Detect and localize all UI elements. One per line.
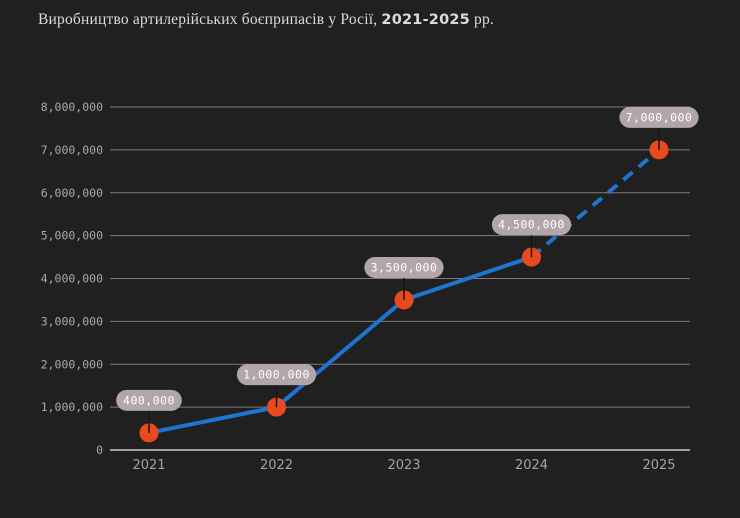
data-label-text: 7,000,000 bbox=[626, 110, 693, 124]
y-tick-label: 5,000,000 bbox=[41, 229, 103, 243]
y-tick-label: 2,000,000 bbox=[41, 357, 103, 371]
x-tick-label: 2024 bbox=[515, 458, 548, 473]
series-line-solid bbox=[147, 255, 534, 435]
gridlines-layer bbox=[110, 106, 690, 451]
x-tick-label: 2022 bbox=[260, 458, 293, 473]
chart-title: Виробництво артилерійських боєприпасів у… bbox=[38, 11, 494, 29]
y-tick-label: 8,000,000 bbox=[41, 100, 103, 114]
data-label-text: 4,500,000 bbox=[498, 218, 565, 232]
data-label-text: 3,500,000 bbox=[371, 260, 438, 274]
data-label-pill bbox=[491, 214, 572, 236]
x-tick-label: 2023 bbox=[387, 458, 420, 473]
series-layer bbox=[147, 148, 661, 435]
data-label-pill bbox=[116, 389, 182, 411]
chart-title-year-range: 2021-2025 bbox=[381, 12, 470, 28]
data-label-pill bbox=[364, 256, 444, 278]
x-tick-label: 2021 bbox=[132, 458, 165, 473]
chart-title-prefix: Виробництво артилерійських боєприпасів у… bbox=[38, 11, 382, 28]
y-tick-label: 4,000,000 bbox=[41, 272, 103, 286]
y-tick-label: 7,000,000 bbox=[41, 143, 103, 157]
y-tick-label: 6,000,000 bbox=[41, 186, 103, 200]
data-label-text: 1,000,000 bbox=[243, 368, 310, 382]
data-label-pill bbox=[236, 364, 317, 386]
chart-title-suffix: рр. bbox=[469, 11, 494, 28]
y-tick-label: 0 bbox=[96, 443, 103, 457]
x-tick-label: 2025 bbox=[642, 458, 675, 473]
value-labels-layer: 400,000 1,000,000 3,500,000 4,500,000 7,000,… bbox=[116, 106, 699, 433]
data-label-pill bbox=[619, 106, 699, 128]
x-axis-labels-layer: 2021 2022 2023 2024 2025 bbox=[132, 458, 675, 473]
y-axis-labels-layer: 0 1,000,000 2,000,000 3,000,000 4,000,000 5,0… bbox=[41, 100, 103, 457]
data-label-text: 400,000 bbox=[123, 393, 175, 407]
y-tick-label: 1,000,000 bbox=[41, 400, 103, 414]
series-line-dashed-projection bbox=[530, 148, 661, 259]
y-tick-label: 3,000,000 bbox=[41, 314, 103, 328]
